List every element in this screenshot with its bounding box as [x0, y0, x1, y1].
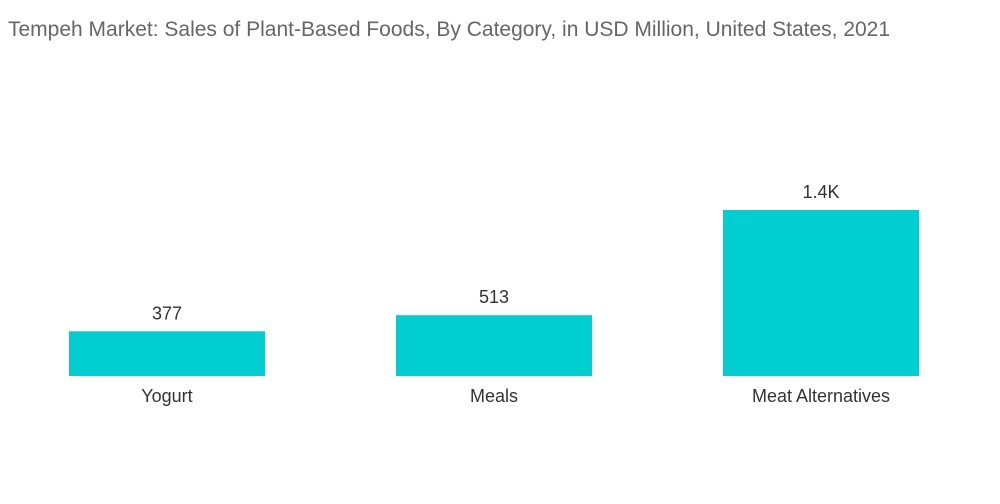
bar-meals: [396, 315, 592, 376]
category-label: Meals: [470, 386, 518, 406]
category-labels-group: Yogurt Meals Meat Alternatives: [141, 386, 890, 406]
category-label: Yogurt: [141, 386, 192, 406]
value-label: 1.4K: [802, 182, 839, 202]
value-label: 377: [152, 303, 182, 323]
bar-meat-alternatives: [723, 210, 919, 376]
bars-group: [69, 210, 919, 376]
chart-title: Tempeh Market: Sales of Plant-Based Food…: [8, 18, 891, 41]
value-label: 513: [479, 287, 509, 307]
value-labels-group: 377 513 1.4K: [152, 182, 840, 323]
bar-yogurt: [69, 331, 265, 376]
category-label: Meat Alternatives: [752, 386, 890, 406]
